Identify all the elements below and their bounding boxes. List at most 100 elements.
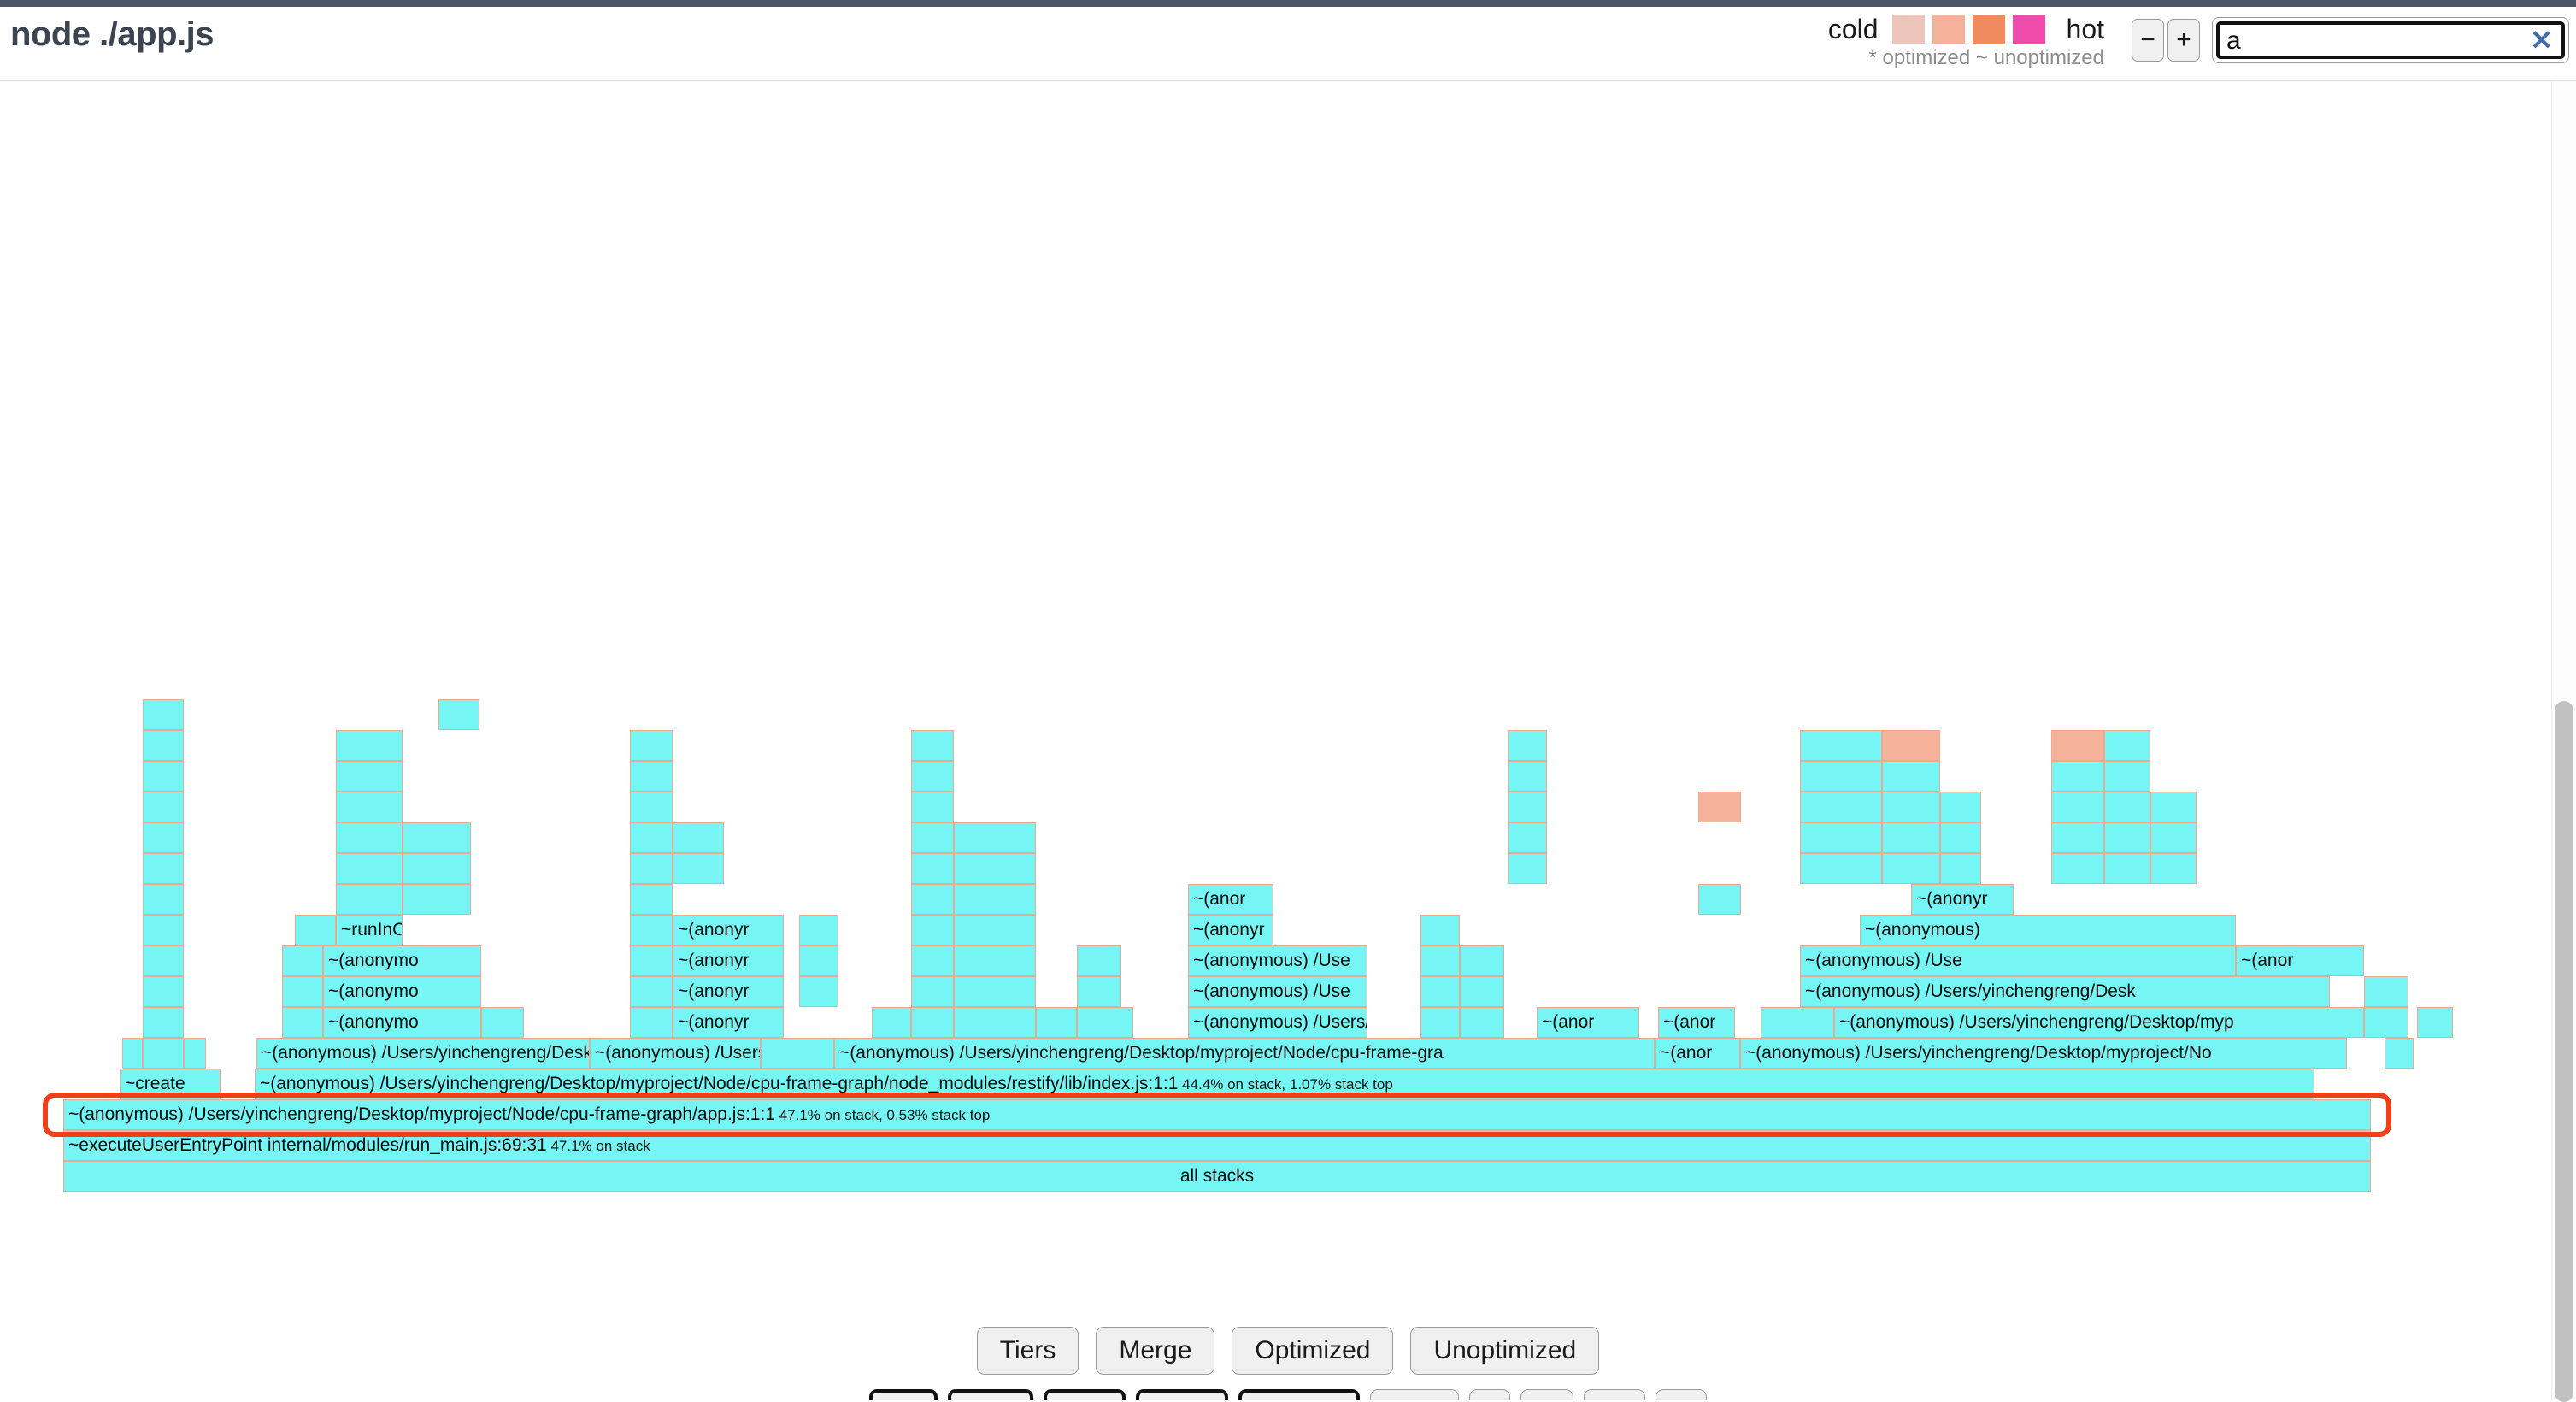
flame-frame[interactable] — [1761, 1007, 1834, 1038]
flame-frame[interactable]: all stacks — [63, 1161, 2371, 1192]
flame-frame[interactable] — [954, 822, 1036, 853]
flame-frame[interactable] — [143, 945, 184, 976]
flame-frame[interactable] — [1077, 1007, 1133, 1038]
flame-frame[interactable]: ~(anonyr — [673, 915, 784, 945]
flame-frame[interactable] — [1508, 761, 1547, 792]
flame-frame[interactable]: ~(anonyr — [673, 976, 784, 1007]
flame-frame[interactable] — [630, 730, 673, 761]
flame-frame[interactable] — [1077, 976, 1121, 1007]
flame-frame[interactable]: ~(anonyr — [673, 945, 784, 976]
flame-frame[interactable] — [282, 945, 323, 976]
flame-frame[interactable] — [630, 822, 673, 853]
flame-frame[interactable]: ~(anor — [2236, 945, 2364, 976]
flame-frame[interactable] — [1882, 792, 1940, 822]
control-button-partial[interactable] — [948, 1389, 1033, 1400]
flame-frame[interactable]: ~(anonymous) /Users/yinchengreng/Desktop… — [255, 1069, 2314, 1099]
flame-frame[interactable] — [1508, 822, 1547, 853]
flame-frame[interactable] — [1800, 792, 1882, 822]
flame-frame[interactable]: ~(anonymous) /Users/yinchengreng/Desktop… — [1834, 1007, 2364, 1038]
flame-frame[interactable] — [954, 915, 1036, 945]
control-button-merge[interactable]: Merge — [1096, 1327, 1215, 1375]
flame-frame[interactable] — [184, 1038, 206, 1069]
control-button-partial[interactable] — [1044, 1389, 1126, 1400]
flame-frame[interactable] — [2150, 822, 2197, 853]
control-button-partial[interactable] — [869, 1389, 938, 1400]
flame-frame[interactable] — [630, 915, 673, 945]
flame-frame[interactable] — [799, 976, 838, 1007]
flame-frame[interactable] — [143, 730, 184, 761]
flame-frame[interactable] — [2104, 761, 2150, 792]
flame-frame[interactable] — [1882, 822, 1940, 853]
flame-frame[interactable]: ~(anor — [1655, 1038, 1740, 1069]
flame-frame[interactable] — [630, 976, 673, 1007]
flame-frame[interactable] — [2364, 976, 2408, 1007]
flame-frame[interactable]: ~(anor — [1537, 1007, 1639, 1038]
flame-frame[interactable] — [2104, 792, 2150, 822]
flame-frame[interactable] — [282, 976, 323, 1007]
vertical-scrollbar-track[interactable] — [2551, 81, 2576, 1402]
flame-frame[interactable] — [911, 761, 954, 792]
flame-frame[interactable] — [481, 1007, 524, 1038]
flame-frame[interactable]: ~(anonymous) /Use — [1800, 945, 2236, 976]
flame-frame[interactable] — [2051, 730, 2104, 761]
flame-frame[interactable] — [1460, 945, 1504, 976]
flame-frame[interactable] — [1420, 915, 1460, 945]
flame-frame[interactable] — [295, 915, 336, 945]
vertical-scrollbar-thumb[interactable] — [2555, 701, 2573, 1402]
flame-frame[interactable]: ~(anonymous) — [1860, 915, 2236, 945]
flame-graph-canvas[interactable]: all stacks ~executeUserEntryPoint interna… — [0, 81, 2576, 1321]
flame-frame[interactable] — [911, 853, 954, 884]
flame-frame[interactable]: ~runInCo — [336, 915, 403, 945]
flame-frame[interactable] — [143, 822, 184, 853]
flame-frame[interactable] — [1940, 822, 1981, 853]
search-input[interactable] — [2225, 25, 2519, 57]
flame-frame[interactable] — [911, 730, 954, 761]
flame-frame[interactable] — [1940, 792, 1981, 822]
flame-frame[interactable] — [1800, 822, 1882, 853]
flame-frame[interactable] — [403, 853, 471, 884]
flame-frame[interactable] — [336, 884, 403, 915]
flame-frame[interactable]: ~(anonymous) /Users/yinchengreng/Desktop… — [834, 1038, 1655, 1069]
flame-frame[interactable]: ~(anonymous) /Users/yinchengreng/Desktop… — [1740, 1038, 2347, 1069]
flame-frame[interactable]: ~executeUserEntryPoint internal/modules/… — [63, 1130, 2371, 1161]
flame-frame[interactable] — [143, 976, 184, 1007]
control-button-partial[interactable] — [1520, 1389, 1573, 1400]
flame-frame[interactable] — [1882, 853, 1940, 884]
flame-frame[interactable]: ~(anonymous) /Use — [1188, 976, 1367, 1007]
flame-frame[interactable] — [2385, 1038, 2414, 1069]
flame-frame[interactable] — [911, 945, 954, 976]
flame-frame[interactable] — [282, 1007, 323, 1038]
flame-frame[interactable] — [1508, 853, 1547, 884]
flame-frame[interactable] — [954, 853, 1036, 884]
flame-frame[interactable] — [673, 853, 724, 884]
flame-frame[interactable] — [954, 976, 1036, 1007]
flame-frame[interactable] — [1800, 761, 1882, 792]
flame-frame[interactable] — [336, 792, 403, 822]
flame-frame[interactable] — [1940, 853, 1981, 884]
flame-frame[interactable] — [630, 945, 673, 976]
control-button-partial[interactable] — [1136, 1389, 1228, 1400]
flame-frame[interactable]: ~(anonyr — [1911, 884, 2014, 915]
flame-frame[interactable]: ~(anonymo — [323, 976, 481, 1007]
flame-frame[interactable] — [336, 822, 403, 853]
flame-frame[interactable]: ~(anonymous) /Users/yinche — [1188, 1007, 1367, 1038]
flame-frame[interactable] — [954, 945, 1036, 976]
flame-frame[interactable] — [1420, 1007, 1460, 1038]
flame-frame[interactable] — [122, 1038, 143, 1069]
flame-frame[interactable] — [630, 853, 673, 884]
zoom-out-button[interactable]: − — [2132, 19, 2164, 62]
flame-frame[interactable] — [1460, 1007, 1504, 1038]
flame-frame[interactable] — [143, 884, 184, 915]
control-button-unoptimized[interactable]: Unoptimized — [1410, 1327, 1600, 1375]
flame-frame[interactable] — [1698, 884, 1741, 915]
flame-frame[interactable]: ~(anonymous) /Users/yinchengreng/Desktop… — [63, 1099, 2371, 1130]
flame-frame[interactable] — [911, 915, 954, 945]
flame-frame[interactable] — [799, 915, 838, 945]
flame-frame[interactable] — [2417, 1007, 2453, 1038]
flame-frame[interactable] — [336, 853, 403, 884]
flame-frame[interactable] — [1077, 945, 1121, 976]
flame-frame[interactable]: ~(anonymo — [323, 1007, 481, 1038]
control-button-partial[interactable] — [1469, 1389, 1510, 1400]
flame-frame[interactable] — [872, 1007, 911, 1038]
flame-frame[interactable] — [403, 822, 471, 853]
